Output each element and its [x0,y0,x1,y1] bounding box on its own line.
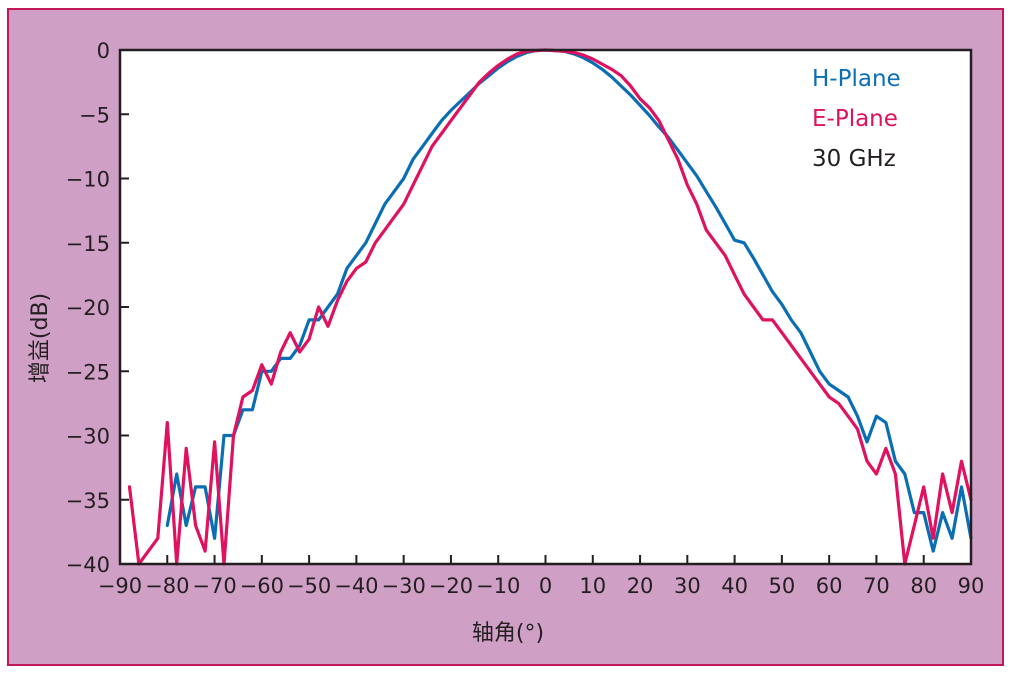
x-tick-label: −40 [334,574,378,598]
y-tick-label: −10 [66,168,110,192]
x-tick-label: 60 [816,574,843,598]
y-tick-label: −5 [79,103,110,127]
x-tick-label: −30 [382,574,426,598]
y-tick-label: −35 [66,489,110,513]
y-tick-label: −20 [66,296,110,320]
x-tick-label: 30 [674,574,701,598]
x-tick-label: −70 [192,574,236,598]
x-tick-label: −80 [145,574,189,598]
y-tick-label: −15 [66,232,110,256]
legend-item-h-plane: H-Plane [812,66,901,92]
x-tick-label: 80 [910,574,937,598]
y-axis-label: 增益(dB) [28,293,53,383]
legend-item-e-plane: E-Plane [812,106,898,132]
x-tick-label: −60 [240,574,284,598]
x-tick-label: 50 [769,574,796,598]
x-tick-label: 10 [579,574,606,598]
x-tick-label: −50 [287,574,331,598]
legend: H-Plane E-Plane 30 GHz [812,66,901,172]
y-tick-label: −25 [66,360,110,384]
x-tick-label: 90 [958,574,985,598]
x-tick-label: 70 [863,574,890,598]
plot-area [120,50,971,564]
y-tick-label: 0 [97,39,110,63]
legend-item-frequency: 30 GHz [812,146,896,172]
x-tick-label: −90 [98,574,142,598]
x-tick-label: 20 [627,574,654,598]
x-tick-label: 40 [721,574,748,598]
x-axis-label: 轴角(°) [472,621,544,646]
x-tick-label: −10 [476,574,520,598]
y-tick-label: −40 [66,553,110,577]
x-tick-label: 0 [539,574,552,598]
x-tick-label: −20 [429,574,473,598]
y-tick-label: −30 [66,425,110,449]
ticks-layer: −90 −80 −70 −60 −50 −40 −30 −20 −10 0 10 20 30 40 50 60… [66,39,985,598]
